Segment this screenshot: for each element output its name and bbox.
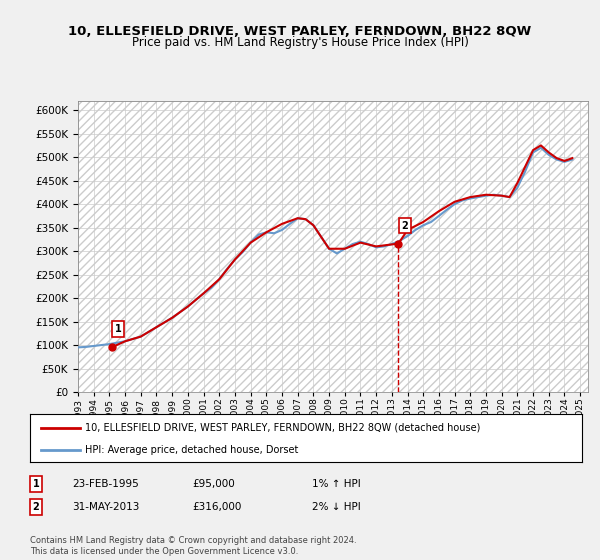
Text: 31-MAY-2013: 31-MAY-2013 [72, 502, 139, 512]
Text: 10, ELLESFIELD DRIVE, WEST PARLEY, FERNDOWN, BH22 8QW: 10, ELLESFIELD DRIVE, WEST PARLEY, FERND… [68, 25, 532, 38]
Text: 10, ELLESFIELD DRIVE, WEST PARLEY, FERNDOWN, BH22 8QW (detached house): 10, ELLESFIELD DRIVE, WEST PARLEY, FERND… [85, 423, 481, 433]
Text: HPI: Average price, detached house, Dorset: HPI: Average price, detached house, Dors… [85, 445, 299, 455]
Text: 2: 2 [32, 502, 40, 512]
Text: £95,000: £95,000 [192, 479, 235, 489]
Text: £316,000: £316,000 [192, 502, 241, 512]
Text: 2: 2 [401, 221, 409, 231]
Text: 1: 1 [32, 479, 40, 489]
Text: 1: 1 [115, 324, 121, 334]
Text: Contains HM Land Registry data © Crown copyright and database right 2024.
This d: Contains HM Land Registry data © Crown c… [30, 536, 356, 556]
Text: 2% ↓ HPI: 2% ↓ HPI [312, 502, 361, 512]
Text: 23-FEB-1995: 23-FEB-1995 [72, 479, 139, 489]
Text: Price paid vs. HM Land Registry's House Price Index (HPI): Price paid vs. HM Land Registry's House … [131, 36, 469, 49]
Text: 1% ↑ HPI: 1% ↑ HPI [312, 479, 361, 489]
